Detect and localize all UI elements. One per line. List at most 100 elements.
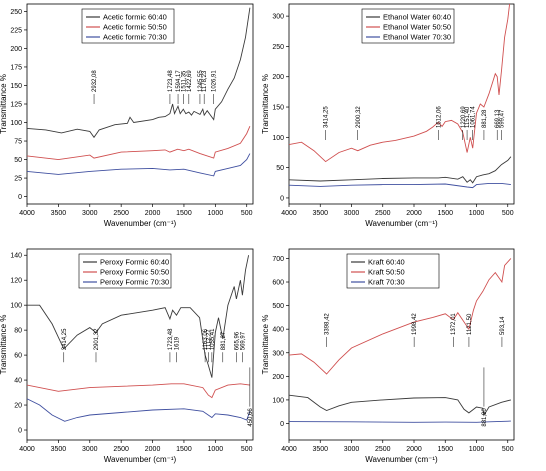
peak-label: 599,47 xyxy=(500,109,506,128)
series-line-2 xyxy=(289,4,511,163)
y-tick-label: 300 xyxy=(272,14,284,21)
y-tick-label: 50 xyxy=(276,165,284,172)
peak-label: 2932,08 xyxy=(92,70,98,92)
series-line-2 xyxy=(27,383,250,399)
y-axis-title: Transmittance % xyxy=(261,74,270,134)
y-tick-label: 0 xyxy=(18,194,22,201)
y-tick-label: 100 xyxy=(272,397,284,404)
plot-frame xyxy=(288,248,515,441)
chart-panel-4: 4000 3500 3000 2500 2000 1500 1000 500 0 100 200 30… xyxy=(261,248,515,464)
x-tick-label: 3000 xyxy=(82,210,98,217)
peak-label: 1151,40 xyxy=(465,106,471,128)
y-tick-label: 200 xyxy=(272,74,284,81)
y-tick-label: 600 xyxy=(272,280,284,287)
y-tick-label: 60 xyxy=(14,353,22,360)
peak-label: 1121,50 xyxy=(467,313,473,335)
x-tick-label: 500 xyxy=(241,210,253,217)
peak-label: 1061,74 xyxy=(471,106,477,128)
x-tick-label: 3500 xyxy=(312,210,328,217)
legend-entry: Peroxy Formic 60:40 xyxy=(100,258,169,267)
chart-panel-1: 4000 3500 3000 2500 2000 1500 1000 500 0 25 50 75 10… xyxy=(0,3,254,228)
y-tick-label: 125 xyxy=(10,102,22,109)
peak-label: 1163,06 xyxy=(203,328,209,350)
series-line-1 xyxy=(27,255,250,378)
x-tick-label: 500 xyxy=(502,210,514,217)
legend-entry: Kraft 70:30 xyxy=(368,278,405,287)
chart-panel-2: 4000 3500 3000 2500 2000 1500 1000 500 0 50 100 150… xyxy=(261,3,515,228)
y-tick-label: 150 xyxy=(10,83,22,90)
peak-label: 450,66 xyxy=(248,408,254,427)
plot-frame xyxy=(26,248,254,441)
y-tick-label: 400 xyxy=(272,327,284,334)
y-tick-label: 100 xyxy=(10,303,22,310)
x-tick-label: 1000 xyxy=(469,446,485,453)
peak-label: 593,14 xyxy=(500,316,506,335)
legend-entry: Acetic formic 50:50 xyxy=(103,23,167,32)
peak-label: 1511,35 xyxy=(181,70,187,92)
x-tick-label: 3000 xyxy=(82,446,98,453)
x-tick-label: 4000 xyxy=(281,210,297,217)
y-tick-label: 50 xyxy=(14,157,22,164)
y-tick-label: 140 xyxy=(10,253,22,260)
peak-label: 1998,42 xyxy=(412,313,418,335)
y-tick-label: 0 xyxy=(280,195,284,202)
peak-label: 1112,27 xyxy=(206,329,212,350)
legend-entry: Ethanol Water 60:40 xyxy=(383,13,451,22)
peak-label: 1594,17 xyxy=(176,70,182,92)
x-tick-label: 4000 xyxy=(19,210,35,217)
y-tick-label: 250 xyxy=(10,9,22,16)
peak-label: 2901,32 xyxy=(94,328,100,350)
x-axis-title: Wavenumber (cm⁻¹) xyxy=(365,219,438,228)
y-tick-label: 25 xyxy=(14,176,22,183)
x-tick-label: 3000 xyxy=(344,210,360,217)
x-tick-label: 1500 xyxy=(437,210,453,217)
y-tick-label: 200 xyxy=(10,46,22,53)
legend-entry: Ethanol Water 50:50 xyxy=(383,23,451,32)
plot-frame xyxy=(288,3,515,205)
x-tick-label: 1500 xyxy=(437,446,453,453)
series-line-1 xyxy=(289,394,512,417)
x-tick-label: 2000 xyxy=(145,210,161,217)
x-tick-label: 1500 xyxy=(176,210,192,217)
legend-entry: Kraft 60:40 xyxy=(368,258,405,267)
peak-label: 1612,06 xyxy=(436,106,442,128)
y-tick-label: 120 xyxy=(10,278,22,285)
x-tick-label: 3000 xyxy=(344,446,360,453)
y-axis-title: Transmittance % xyxy=(261,315,270,375)
peak-label: 881,27 xyxy=(221,331,227,350)
y-tick-label: 75 xyxy=(14,139,22,146)
peak-label: 669,13 xyxy=(495,109,501,128)
series-line-1 xyxy=(289,156,512,184)
y-tick-label: 300 xyxy=(272,350,284,357)
series-line-1 xyxy=(27,7,251,139)
y-tick-label: 0 xyxy=(280,421,284,428)
x-tick-label: 2000 xyxy=(406,446,422,453)
y-tick-label: 225 xyxy=(10,27,22,34)
legend-entry: Peroxy Formic 70:30 xyxy=(100,278,169,287)
y-tick-label: 700 xyxy=(272,256,284,263)
peak-label: 1723,48 xyxy=(168,70,174,92)
peak-label: 569,97 xyxy=(240,331,246,350)
series-line-2 xyxy=(289,258,512,375)
x-tick-label: 2000 xyxy=(145,446,161,453)
legend-entry: Ethanol Water 70:30 xyxy=(383,33,451,42)
x-tick-label: 1000 xyxy=(208,210,224,217)
x-axis-title: Wavenumber (cm⁻¹) xyxy=(365,455,438,464)
x-tick-label: 500 xyxy=(241,446,253,453)
y-tick-label: 200 xyxy=(272,374,284,381)
series-line-3 xyxy=(27,153,251,177)
y-tick-label: 500 xyxy=(272,303,284,310)
peak-label: 1178,23 xyxy=(202,70,208,92)
x-tick-label: 4000 xyxy=(281,446,297,453)
peak-label: 1245,55 xyxy=(198,70,204,92)
legend-box xyxy=(346,253,440,289)
x-axis-title: Wavenumber (cm⁻¹) xyxy=(104,455,177,464)
x-axis-title: Wavenumber (cm⁻¹) xyxy=(104,219,177,228)
y-axis-title: Transmittance % xyxy=(0,74,8,134)
peak-label: 3398,42 xyxy=(325,313,331,335)
x-tick-label: 3500 xyxy=(312,446,328,453)
peak-label: 1619 xyxy=(174,336,180,350)
